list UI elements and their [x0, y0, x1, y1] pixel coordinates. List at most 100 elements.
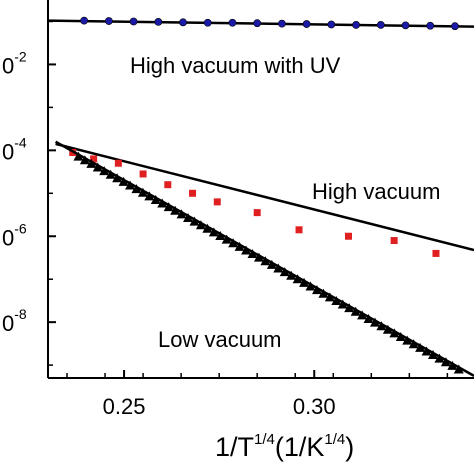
x-tick-label: 0.25	[103, 394, 146, 419]
x-axis-title-units-prefix: (1/K	[275, 432, 325, 462]
data-point-low-vacuum	[395, 332, 406, 342]
x-axis-title-main: 1/T	[215, 432, 254, 462]
data-point-high-vacuum	[213, 198, 221, 206]
x-axis-title-units-power: 1/4	[324, 431, 345, 448]
x-axis-title-units-suffix: )	[345, 432, 354, 462]
data-point-low-vacuum	[241, 245, 252, 255]
data-point-low-vacuum	[118, 176, 129, 186]
data-point-low-vacuum	[125, 180, 136, 190]
data-point-low-vacuum	[247, 249, 258, 259]
data-point-high-vacuum-uv	[278, 19, 286, 28]
data-point-low-vacuum	[73, 151, 84, 161]
x-axis-title: 1/T1/4(1/K1/4)	[215, 431, 354, 462]
data-point-high-vacuum-uv	[327, 20, 336, 29]
y-tick-label-power: -8	[14, 306, 27, 322]
data-point-low-vacuum	[195, 220, 206, 230]
x-axis-title-power: 1/4	[254, 431, 275, 448]
data-point-low-vacuum	[266, 259, 277, 269]
data-point-low-vacuum	[453, 364, 464, 374]
data-point-low-vacuum	[202, 223, 213, 233]
data-point-low-vacuum	[79, 155, 90, 165]
y-tick-label: 0-8	[2, 306, 27, 336]
data-point-low-vacuum	[331, 295, 342, 305]
labels: High vacuum with UV High vacuum Low vacu…	[130, 53, 440, 462]
data-point-low-vacuum	[228, 238, 239, 248]
data-point-low-vacuum	[421, 346, 432, 356]
data-point-low-vacuum	[369, 317, 380, 327]
data-point-high-vacuum	[295, 226, 303, 234]
data-point-high-vacuum	[164, 181, 172, 189]
data-point-low-vacuum	[299, 277, 310, 287]
annotation-high-vacuum: High vacuum	[312, 179, 440, 204]
data-point-low-vacuum	[157, 198, 168, 208]
data-point-low-vacuum	[234, 241, 245, 251]
y-tick-label-base: 0	[2, 139, 14, 164]
data-point-high-vacuum-uv	[302, 20, 311, 28]
data-point-low-vacuum	[183, 212, 194, 222]
data-point-low-vacuum	[363, 313, 374, 323]
data-point-low-vacuum	[427, 350, 438, 360]
data-point-high-vacuum	[390, 237, 398, 245]
data-point-high-vacuum-uv	[129, 17, 138, 26]
data-point-high-vacuum	[432, 249, 440, 257]
data-point-low-vacuum	[150, 194, 161, 204]
data-point-high-vacuum-uv	[104, 17, 113, 25]
data-point-high-vacuum-uv	[154, 18, 163, 26]
data-point-low-vacuum	[447, 360, 458, 370]
data-point-low-vacuum	[305, 281, 316, 291]
data-point-low-vacuum	[344, 303, 355, 313]
axes	[47, 0, 474, 379]
data-point-low-vacuum	[408, 339, 419, 349]
data-point-high-vacuum-uv	[352, 21, 360, 29]
data-point-low-vacuum	[112, 173, 123, 183]
x-tick-label: 0.30	[293, 394, 336, 419]
fit-line-high-vacuum	[55, 142, 474, 252]
data-point-high-vacuum-uv	[179, 18, 187, 27]
data-point-low-vacuum	[357, 310, 368, 320]
y-tick-label-power: -4	[14, 134, 27, 150]
y-tick-label: 0-6	[2, 220, 27, 250]
data-point-low-vacuum	[99, 166, 110, 176]
data-point-high-vacuum	[139, 170, 147, 178]
y-tick-label: 0-4	[2, 134, 27, 164]
data-point-low-vacuum	[176, 209, 187, 219]
data-point-high-vacuum	[114, 159, 122, 167]
data-point-low-vacuum	[350, 306, 361, 316]
data-point-low-vacuum	[292, 274, 303, 284]
ticks: 0.25 0.300-20-40-60-8	[2, 20, 449, 419]
data-point-low-vacuum	[86, 158, 97, 168]
data-point-low-vacuum	[337, 299, 348, 309]
data-point-high-vacuum-uv	[203, 18, 212, 27]
data-point-low-vacuum	[253, 252, 264, 262]
data-point-low-vacuum	[376, 321, 387, 331]
data-point-high-vacuum-uv	[228, 18, 237, 27]
data-point-low-vacuum	[440, 357, 451, 367]
y-tick-label-base: 0	[2, 311, 14, 336]
y-tick-label-power: -6	[14, 220, 27, 236]
data-point-low-vacuum	[434, 353, 445, 363]
data-point-low-vacuum	[131, 184, 142, 194]
data-point-low-vacuum	[260, 256, 271, 266]
y-tick-label-power: -2	[14, 48, 27, 64]
y-tick-label: 0-2	[2, 48, 27, 78]
series-layer	[47, 16, 474, 377]
y-tick-label-base: 0	[2, 53, 14, 78]
data-point-low-vacuum	[318, 288, 329, 298]
data-point-low-vacuum	[221, 234, 232, 244]
data-point-low-vacuum	[105, 169, 116, 179]
data-point-low-vacuum	[389, 328, 400, 338]
data-point-high-vacuum-uv	[401, 21, 410, 30]
data-point-low-vacuum	[311, 285, 322, 295]
data-point-low-vacuum	[273, 263, 284, 273]
data-point-low-vacuum	[279, 267, 290, 277]
data-point-low-vacuum	[92, 162, 103, 172]
data-point-high-vacuum-uv	[451, 22, 459, 31]
data-point-high-vacuum-uv	[376, 21, 385, 29]
data-point-high-vacuum	[189, 189, 197, 197]
series-high-vacuum-uv	[47, 16, 474, 31]
series-high-vacuum	[55, 142, 474, 257]
data-point-high-vacuum	[253, 209, 261, 217]
data-point-low-vacuum	[215, 231, 226, 241]
data-point-low-vacuum	[415, 342, 426, 352]
